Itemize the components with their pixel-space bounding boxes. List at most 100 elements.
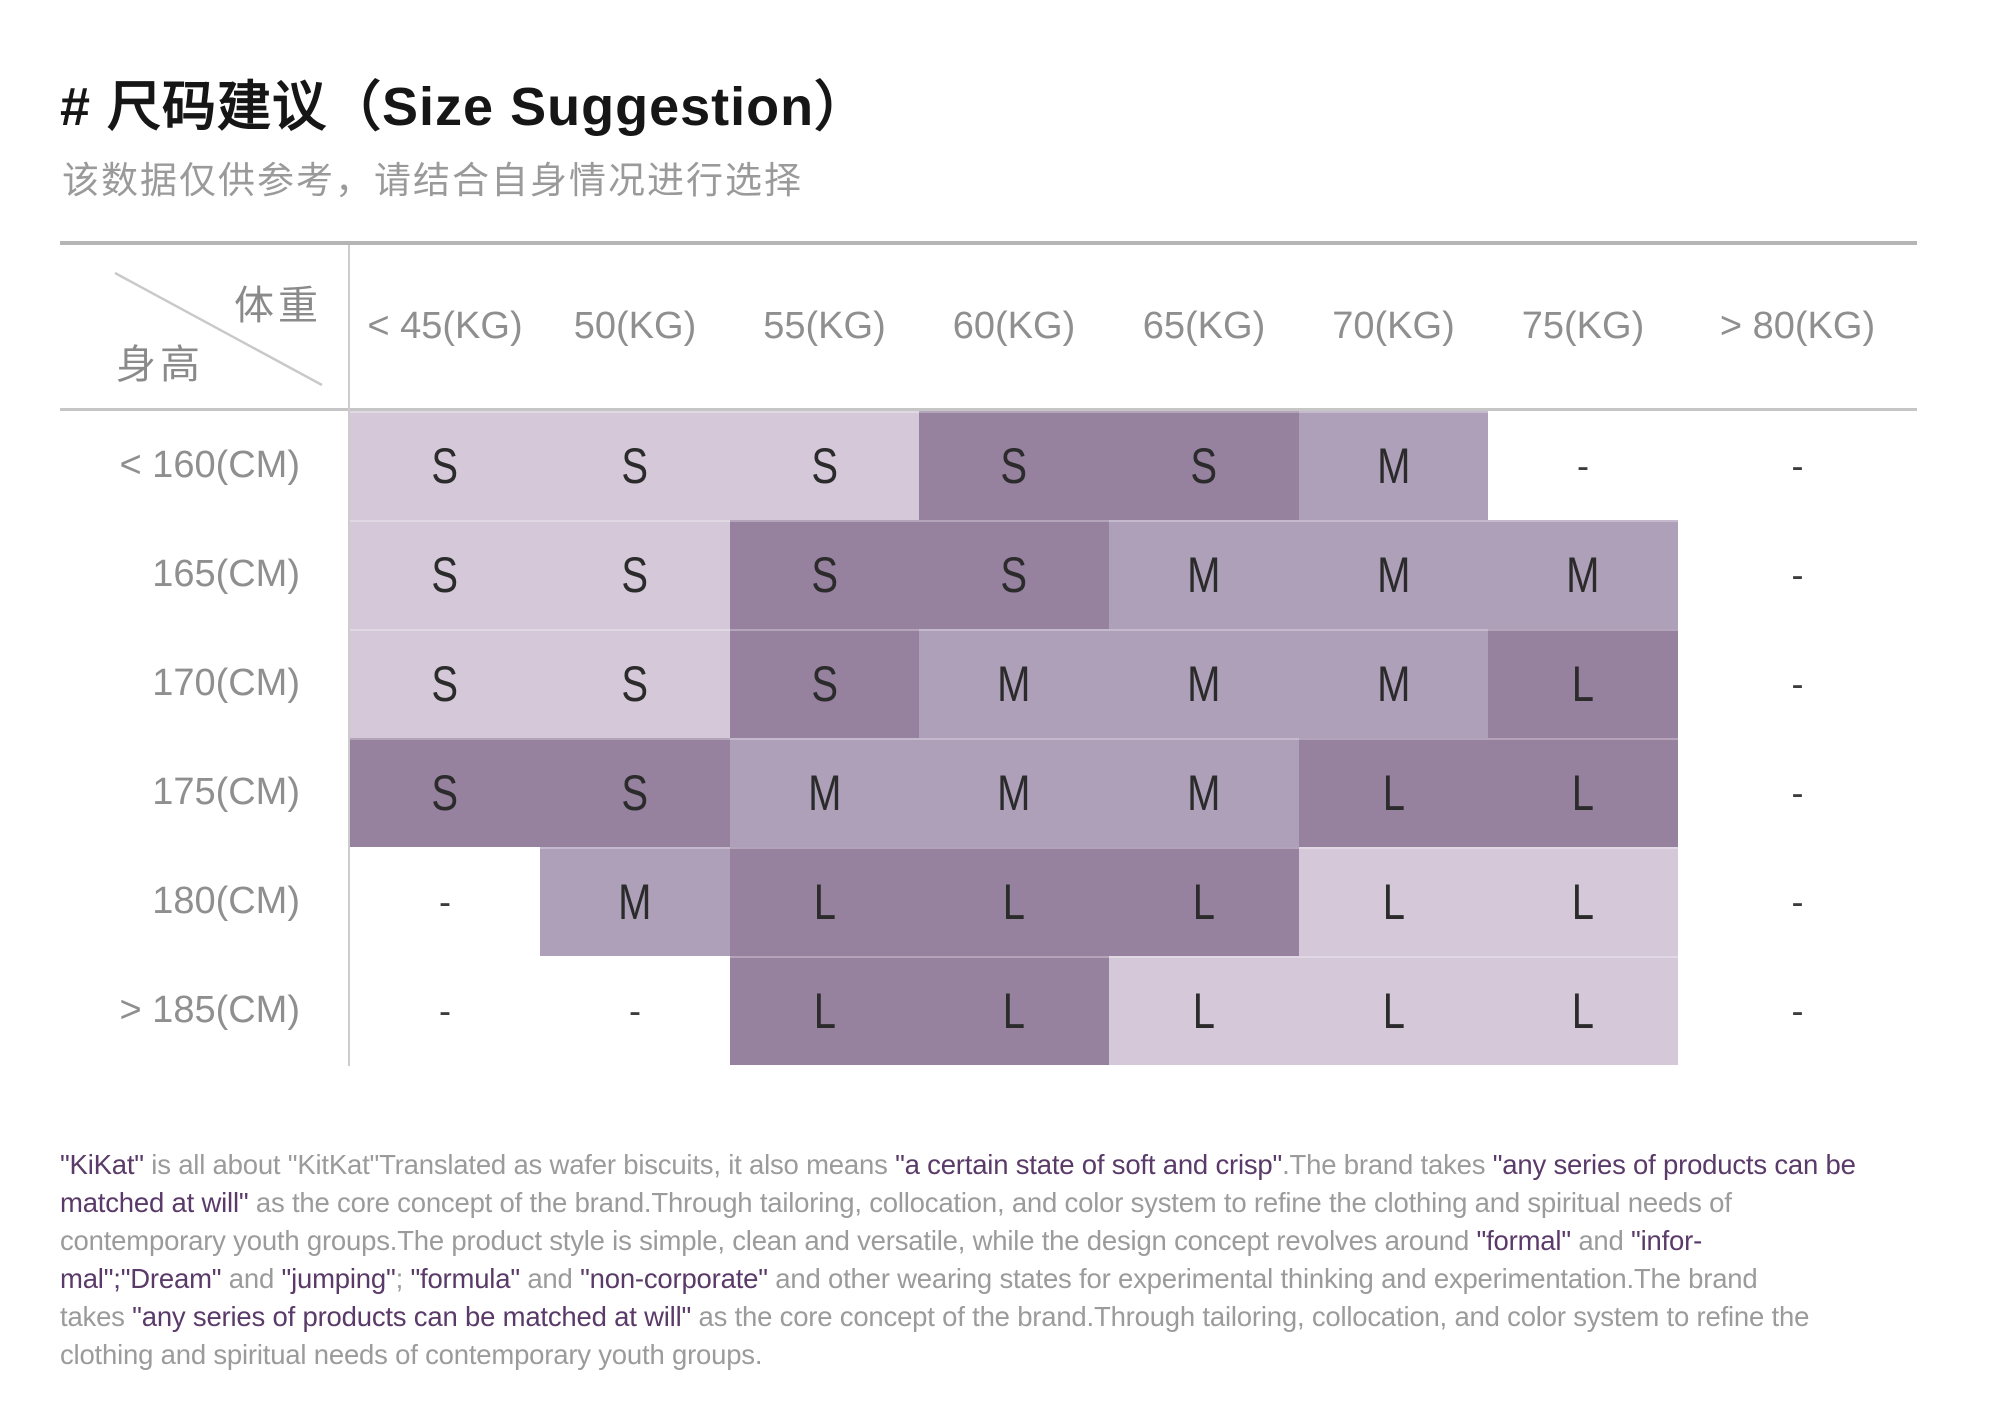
- row-label: 180(CM): [152, 880, 300, 922]
- column-header: 55(KG): [763, 305, 886, 347]
- column-header: 70(KG): [1332, 305, 1455, 347]
- brand-highlight-text: "any series of products can be: [1492, 1149, 1856, 1180]
- column-header: > 80(KG): [1719, 305, 1876, 347]
- height-axis-label: 身高: [116, 343, 204, 387]
- size-cell: S: [540, 629, 730, 738]
- size-cell: M: [1109, 629, 1299, 738]
- size-suggestion-table: 体重 身高 < 45(KG) 50(KG) 55(KG) 60(KG) 65(KG) 70…: [60, 241, 1917, 1069]
- size-value: S: [431, 437, 459, 494]
- size-value: M: [1187, 546, 1221, 603]
- brand-description: "KiKat" is all about "KitKat"Translated …: [60, 1146, 1940, 1374]
- brand-plain-text: and: [221, 1263, 282, 1294]
- size-cell: -: [1488, 411, 1678, 520]
- size-cell: L: [1109, 956, 1299, 1065]
- brand-plain-text: .The brand takes: [1282, 1149, 1493, 1180]
- corner-diagonal-line: [114, 271, 323, 387]
- brand-highlight-text: "formal": [1476, 1225, 1572, 1256]
- size-value: L: [1571, 982, 1595, 1039]
- size-cell: L: [1299, 847, 1488, 956]
- size-cell: S: [350, 629, 540, 738]
- size-value: M: [1187, 764, 1221, 821]
- row-label: < 160(CM): [119, 444, 300, 486]
- no-size-dash: -: [1791, 989, 1804, 1031]
- size-value: S: [1190, 437, 1218, 494]
- size-cell: S: [730, 629, 919, 738]
- column-header: 50(KG): [573, 305, 697, 347]
- size-value: L: [1571, 764, 1595, 821]
- brand-text-line: clothing and spiritual needs of contempo…: [60, 1336, 1940, 1374]
- row-label: 170(CM): [152, 662, 300, 704]
- size-value: M: [997, 655, 1031, 712]
- size-cell: S: [540, 520, 730, 629]
- row-label: 175(CM): [152, 771, 300, 813]
- size-cell: -: [1678, 520, 1917, 629]
- no-size-dash: -: [1791, 880, 1804, 922]
- brand-plain-text: clothing and spiritual needs of contempo…: [60, 1339, 763, 1370]
- column-header: < 45(KG): [367, 305, 523, 347]
- no-size-dash: -: [1791, 444, 1804, 486]
- brand-plain-text: contemporary youth groups.The product st…: [60, 1225, 1477, 1256]
- size-cell: M: [1109, 520, 1299, 629]
- size-cell: S: [350, 520, 540, 629]
- size-cell: -: [540, 956, 730, 1065]
- brand-plain-text: as the core concept of the brand.Through…: [691, 1301, 1810, 1332]
- size-value: L: [1571, 655, 1595, 712]
- size-cell: -: [1678, 411, 1917, 520]
- size-value: L: [1382, 764, 1405, 821]
- size-cell: -: [1678, 738, 1917, 847]
- brand-highlight-text: "any series of products can be matched a…: [132, 1301, 692, 1332]
- size-value: L: [1382, 982, 1405, 1039]
- no-size-dash: -: [439, 880, 451, 922]
- size-cell: -: [1678, 629, 1917, 738]
- size-value: S: [621, 764, 649, 821]
- size-value: S: [431, 546, 459, 603]
- size-cell: L: [919, 956, 1109, 1065]
- size-value: M: [1566, 546, 1600, 603]
- weight-column-headers: < 45(KG) 50(KG) 55(KG) 60(KG) 65(KG) 70(KG) 75…: [350, 245, 1917, 408]
- size-cell: S: [919, 520, 1109, 629]
- size-cell: -: [350, 956, 540, 1065]
- size-cell: L: [1299, 956, 1488, 1065]
- size-cell: M: [1299, 411, 1488, 520]
- size-value: S: [811, 546, 838, 603]
- size-cell: L: [730, 847, 919, 956]
- no-size-dash: -: [1791, 771, 1804, 813]
- size-cell: S: [350, 411, 540, 520]
- size-cell: L: [1488, 629, 1678, 738]
- brand-plain-text: takes: [60, 1301, 133, 1332]
- brand-plain-text: and other wearing states for experimenta…: [767, 1263, 1758, 1294]
- size-cell: L: [1488, 738, 1678, 847]
- brand-plain-text: as the core concept of the brand.Through…: [248, 1187, 1732, 1218]
- size-value: S: [1000, 546, 1028, 603]
- size-value: L: [813, 873, 836, 930]
- size-value: S: [431, 655, 459, 712]
- brand-highlight-text: matched at will": [60, 1187, 249, 1218]
- brand-text-line: mal";"Dream" and "jumping"; "formula" an…: [60, 1260, 1940, 1298]
- size-value: S: [431, 764, 459, 821]
- page-title: # 尺码建议（Size Suggestion）: [60, 77, 870, 137]
- brand-plain-text: and: [1570, 1225, 1632, 1256]
- size-value: M: [807, 764, 842, 821]
- size-cell: S: [730, 411, 919, 520]
- size-value: S: [811, 655, 838, 712]
- size-value: L: [1002, 982, 1026, 1039]
- brand-highlight-text: mal";"Dream": [60, 1263, 222, 1294]
- size-value: M: [997, 764, 1031, 821]
- size-value: S: [621, 437, 649, 494]
- size-value: M: [1376, 437, 1411, 494]
- size-cell: L: [919, 847, 1109, 956]
- size-cell: L: [1488, 847, 1678, 956]
- size-value: M: [1376, 546, 1411, 603]
- size-value: L: [1382, 873, 1405, 930]
- size-cell: L: [1109, 847, 1299, 956]
- size-value: S: [621, 655, 649, 712]
- table-corner-cell: 体重 身高: [60, 245, 348, 408]
- size-cell: S: [540, 738, 730, 847]
- height-row-labels: < 160(CM) 165(CM) 170(CM) 175(CM) 180(CM) > 1…: [60, 411, 300, 1065]
- brand-plain-text: is all about "KitKat"Translated as wafer…: [143, 1149, 896, 1180]
- brand-plain-text: and: [519, 1263, 581, 1294]
- row-label: > 185(CM): [119, 989, 300, 1031]
- size-cell: L: [730, 956, 919, 1065]
- size-cell: M: [1109, 738, 1299, 847]
